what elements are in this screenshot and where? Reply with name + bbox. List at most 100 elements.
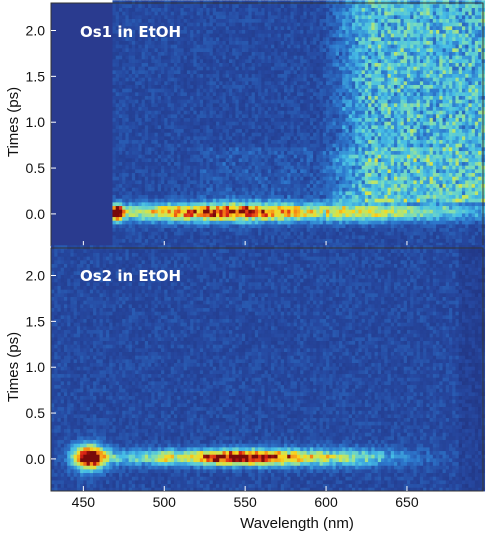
heatmap-cell [186,190,191,196]
heatmap-cell [235,238,240,243]
heatmap-cell [219,139,223,144]
heatmap-cell [183,110,188,115]
heatmap-cell [128,220,133,225]
heatmap-cell [290,117,295,122]
heatmap-cell [267,110,272,115]
heatmap-cell [183,223,188,229]
heatmap-cell [238,220,243,225]
heatmap-cell [186,113,191,119]
heatmap-cell [203,40,207,45]
heatmap-cell [128,77,133,82]
heatmap-cell [199,77,204,82]
heatmap-cell [332,113,337,119]
heatmap-cell [316,168,320,174]
heatmap-cell [293,25,298,30]
heatmap-cell [348,190,353,196]
heatmap-cell [245,242,249,247]
heatmap-cell [177,183,181,188]
heatmap-cell [157,209,162,214]
heatmap-cell [348,99,353,104]
heatmap-cell [267,69,272,75]
heatmap-cell [232,242,236,247]
heatmap-cell [345,88,350,93]
heatmap-cell [316,146,320,152]
heatmap-cell [144,110,149,115]
heatmap-cell [183,179,188,185]
heatmap-cell [287,7,291,12]
heatmap-cell [303,88,308,93]
heatmap-cell [313,77,317,82]
heatmap-cell [193,190,198,196]
heatmap-cell [332,77,337,82]
heatmap-cell [283,209,288,214]
heatmap-cell [177,25,181,30]
heatmap-cell [316,113,320,119]
heatmap-cell [138,95,143,100]
heatmap-cell [319,91,324,97]
heatmap-cell [329,22,333,27]
heatmap-cell [225,58,230,64]
heatmap-cell [193,121,198,126]
heatmap-cell [329,223,333,229]
heatmap-cell [112,55,117,60]
heatmap-cell [122,150,126,155]
heatmap-cell [193,231,198,236]
heatmap-cell [345,172,350,177]
heatmap-cell [345,242,350,247]
heatmap-cell [141,99,146,104]
heatmap-cell [193,18,198,23]
heatmap-cell [173,110,178,115]
heatmap-cell [287,238,291,243]
heatmap-cell [309,7,314,12]
heatmap-cell [267,172,272,177]
heatmap-cell [319,0,324,5]
heatmap-cell [167,212,172,218]
heatmap-cell [125,154,130,159]
heatmap-cell [277,216,282,221]
heatmap-cell [254,132,259,137]
heatmap-cell [212,190,217,196]
heatmap-cell [180,22,185,27]
heatmap-cell [222,132,227,137]
heatmap-cell [112,161,117,166]
heatmap-cell [177,47,181,52]
heatmap-cell [264,183,269,188]
heatmap-cell [148,190,152,196]
heatmap-cell [225,25,230,30]
heatmap-cell [131,84,136,89]
heatmap-cell [190,154,194,159]
heatmap-cell [112,150,117,155]
heatmap-cell [186,128,191,133]
heatmap-cell [212,176,217,181]
heatmap-cell [157,168,162,174]
heatmap-cell [329,113,333,119]
heatmap-cell [112,51,117,56]
heatmap-cell [293,7,298,12]
heatmap-cell [180,77,185,82]
heatmap-cell [161,201,165,207]
heatmap-cell [267,128,272,133]
heatmap-cell [335,176,340,181]
heatmap-cell [287,66,291,71]
heatmap-cell [138,18,143,23]
heatmap-cell [264,113,269,119]
heatmap-cell [277,146,282,152]
heatmap-cell [271,66,275,71]
heatmap-cell [351,106,356,111]
heatmap-cell [335,22,340,27]
heatmap-cell [293,18,298,23]
heatmap-cell [216,209,220,214]
heatmap-cell [193,135,198,141]
heatmap-cell [144,143,149,148]
heatmap-cell [164,139,168,144]
heatmap-cell [193,44,198,49]
heatmap-cell [209,73,214,78]
heatmap-cell [151,58,155,64]
heatmap-cell [348,55,353,60]
heatmap-cell [228,161,233,166]
heatmap-cell [316,124,320,130]
heatmap-cell [351,198,356,203]
heatmap-cell [232,176,236,181]
heatmap-cell [267,150,272,155]
heatmap-cell [151,128,155,133]
